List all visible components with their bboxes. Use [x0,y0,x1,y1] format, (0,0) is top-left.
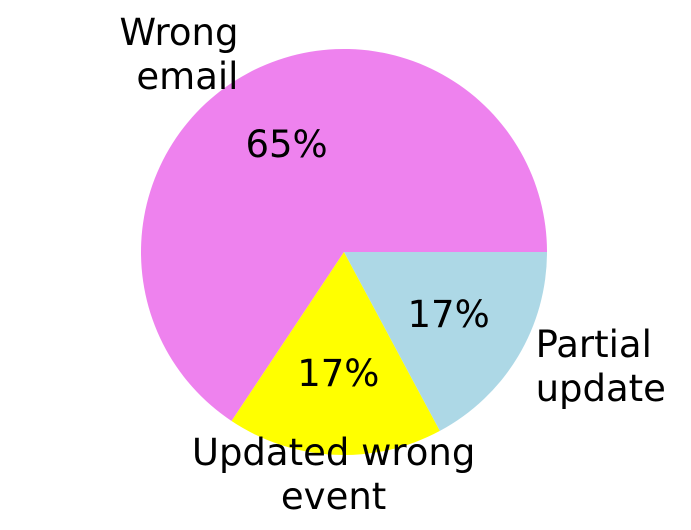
pie-slice [141,48,547,422]
slice-label: Partial update [535,322,666,410]
value-label: 17% [297,351,380,395]
pie-slice [344,252,547,431]
value-label: 17% [407,292,490,336]
pie-slice [231,252,440,455]
slice-label: Wrong email [119,11,239,99]
value-label: 65% [245,122,328,166]
slice-label: Updated wrong event [191,431,476,519]
